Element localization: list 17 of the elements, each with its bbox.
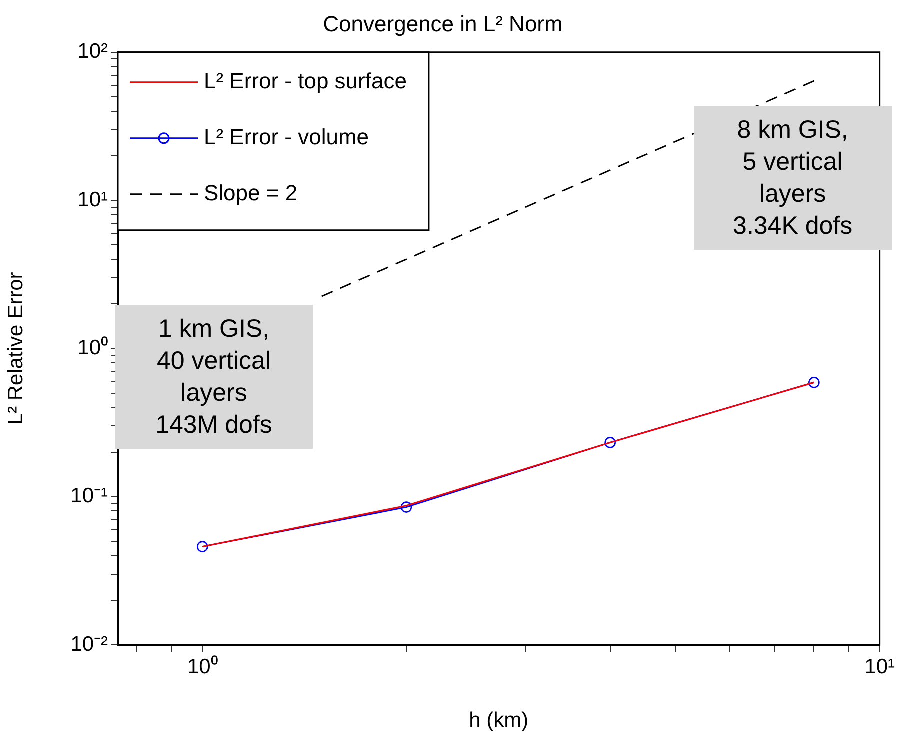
x-axis-title: h (km)	[469, 709, 529, 732]
note-box: 8 km GIS, 5 vertical layers 3.34K dofs	[694, 106, 892, 250]
point	[808, 377, 820, 388]
y-tick-label: 10⁻²	[70, 632, 108, 656]
point	[400, 502, 412, 513]
point	[604, 437, 616, 448]
note-box: 1 km GIS, 40 vertical layers 143M dofs	[115, 305, 313, 449]
y-tick-label: 10⁰	[78, 336, 108, 360]
chart-title: Convergence in L² Norm	[323, 11, 563, 36]
point	[196, 541, 208, 552]
legend-label: L² Error - top surface	[204, 68, 407, 94]
y-axis-title: L² Relative Error	[4, 272, 28, 426]
y-tick-label: 10¹	[78, 188, 108, 212]
legend-label: Slope = 2	[204, 180, 298, 206]
y-tick-label: 10²	[78, 40, 108, 64]
y-tick-label: 10⁻¹	[70, 484, 108, 508]
legend-label: L² Error - volume	[204, 124, 370, 150]
